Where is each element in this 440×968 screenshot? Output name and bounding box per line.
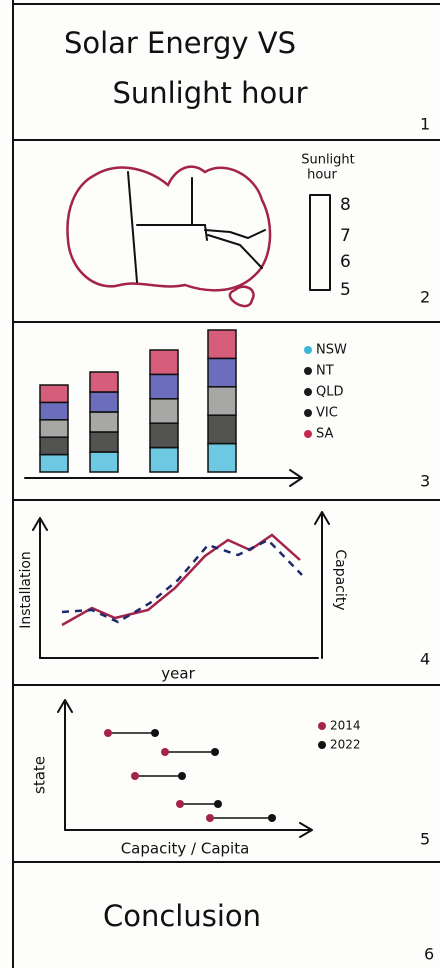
legend-label: 2022: [330, 738, 361, 752]
bar-segment: [39, 436, 69, 456]
scale-label: 7: [340, 226, 351, 246]
stacked-bar-sketch: [39, 329, 237, 473]
panel-number: 1: [420, 115, 430, 134]
legend-swatch: [304, 367, 312, 375]
axis: [24, 469, 303, 487]
bar-segment: [39, 419, 69, 438]
scale-label: 8: [340, 195, 351, 215]
bar-segment: [207, 442, 237, 473]
scale-label: 6: [340, 252, 351, 272]
x-axis-label: year: [161, 665, 195, 683]
bar-segment: [149, 373, 179, 400]
legend-label: VIC: [316, 406, 338, 421]
y-axis-label: Installation: [18, 551, 34, 629]
title-line: Sunlight hour: [112, 76, 307, 110]
bar-segment: [207, 357, 237, 388]
legend-swatch: [304, 346, 312, 354]
axes: [32, 511, 330, 659]
legend-swatch: [304, 409, 312, 417]
legend-title: hour: [307, 168, 337, 183]
legend-label: 2014: [330, 719, 361, 733]
bar-segment: [89, 411, 119, 433]
panel-number: 3: [420, 472, 430, 491]
legend-label: QLD: [316, 385, 344, 400]
legend-label: NT: [316, 364, 334, 379]
legend-swatch: [304, 388, 312, 396]
bar-segment: [39, 401, 69, 421]
bar-segment: [39, 453, 69, 473]
legend: NSW NT QLD VIC SA: [304, 343, 347, 442]
panel-number: 4: [420, 650, 430, 669]
bar-segment: [89, 451, 119, 473]
legend-title: Sunlight: [301, 153, 355, 168]
panel-frames: [12, 0, 440, 968]
legend-swatch: [304, 430, 312, 438]
bar-segment: [207, 414, 237, 445]
bar-segment: [207, 329, 237, 360]
bar-segment: [39, 384, 69, 404]
bar-segment: [89, 371, 119, 393]
bar-segment: [89, 391, 119, 413]
conclusion-title: Conclusion: [103, 899, 261, 933]
capacity-line: [61, 538, 303, 624]
panel-number: 5: [420, 830, 430, 849]
title-line: Solar Energy VS: [64, 26, 296, 60]
bar-segment: [149, 349, 179, 376]
bar-segment: [89, 431, 119, 453]
dumbbell-sketch: [104, 729, 276, 822]
panel-number: 2: [420, 288, 430, 307]
panel-number: 6: [424, 945, 434, 964]
axes: [57, 699, 313, 838]
legend-label: NSW: [316, 343, 347, 358]
legend-label: SA: [316, 427, 333, 442]
legend-swatch: [318, 741, 326, 749]
map-sketch: [66, 165, 331, 308]
bar-segment: [207, 386, 237, 416]
x-axis-label: Capacity / Capita: [121, 840, 250, 858]
bar-segment: [149, 398, 179, 424]
legend-swatch: [318, 722, 326, 730]
y2-axis-label: Capacity: [332, 549, 348, 610]
bar-segment: [149, 422, 179, 449]
y-axis-label: state: [31, 756, 49, 794]
bar-segment: [149, 446, 179, 473]
scale-label: 5: [340, 280, 351, 300]
